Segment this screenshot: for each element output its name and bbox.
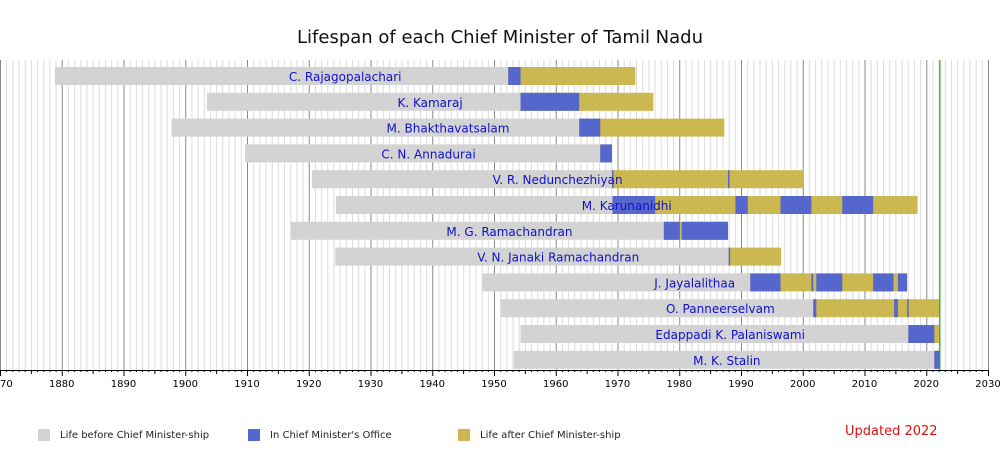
x-axis: 1870 1880 1890 1900 1910 1920 1930 1940 1950 1960…: [0, 370, 1000, 390]
x-tick-label: 1990: [728, 379, 753, 390]
bar-in-office: [579, 118, 601, 137]
bar-after-office: [728, 247, 782, 266]
bar-after-office: [612, 196, 918, 214]
x-tick-label: 1920: [296, 379, 321, 390]
bar-in-office: [894, 299, 898, 318]
bar-in-office: [681, 221, 729, 240]
bar-in-office: [750, 273, 781, 292]
minister-row: Edappadi K. Palaniswami: [520, 325, 940, 343]
minister-row: M. K. Stalin: [513, 350, 940, 369]
minister-row: M. Karunanidhi: [335, 196, 918, 214]
minister-row: C. Rajagopalachari: [54, 67, 636, 85]
x-tick-label: 1960: [543, 379, 568, 390]
minister-row: O. Panneerselvam: [500, 299, 940, 318]
bar-in-office: [728, 170, 730, 189]
x-tick-label: 2010: [852, 379, 877, 390]
x-tick-label: 1970: [605, 379, 630, 390]
minister-row: V. R. Nedunchezhiyan: [311, 170, 804, 189]
bar-in-office: [908, 325, 935, 343]
legend-swatch-before: [38, 429, 50, 441]
x-tick-label: 1880: [49, 379, 74, 390]
bar-before-office: [335, 196, 613, 214]
x-tick-label: 1940: [420, 379, 445, 390]
bar-in-office: [663, 221, 680, 240]
minister-row: C. N. Annadurai: [245, 144, 612, 163]
bars-group: C. Rajagopalachari K. Kamaraj M. Bhakthava…: [54, 60, 941, 370]
minister-row: V. N. Janaki Ramachandran: [335, 247, 782, 266]
minister-name: M. G. Ramachandran: [446, 225, 572, 239]
bar-before-office: [171, 118, 580, 137]
bar-before-office: [206, 92, 521, 111]
bar-after-office: [813, 299, 940, 318]
minister-row: M. G. Ramachandran: [290, 221, 729, 240]
x-tick-label: 1870: [0, 379, 13, 390]
minister-name: C. N. Annadurai: [381, 147, 475, 161]
bar-in-office: [842, 196, 874, 214]
bar-after-office: [508, 67, 636, 85]
bar-in-office: [897, 273, 908, 292]
bar-before-office: [482, 273, 751, 292]
x-tick-label: 2000: [790, 379, 815, 390]
x-tick-label: 1890: [111, 379, 136, 390]
legend-label-office: In Chief Minister's Office: [270, 429, 392, 441]
x-tick-label: 1980: [667, 379, 692, 390]
legend-item-before: Life before Chief Minister-ship: [38, 428, 209, 442]
minister-name: C. Rajagopalachari: [289, 70, 402, 84]
x-tick-label: 1930: [358, 379, 383, 390]
x-tick-label: 2020: [914, 379, 939, 390]
bar-before-office: [311, 170, 612, 189]
legend-swatch-office: [248, 429, 260, 441]
legend-item-after: Life after Chief Minister-ship: [458, 428, 621, 442]
x-tick-label: 1950: [481, 379, 506, 390]
bar-in-office: [612, 196, 656, 214]
minister-name: M. Karunanidhi: [582, 199, 672, 213]
minister-name: Edappadi K. Palaniswami: [655, 328, 805, 342]
bar-before-office: [513, 350, 935, 369]
bar-before-office: [520, 325, 909, 343]
bar-in-office: [873, 273, 894, 292]
minister-name: O. Panneerselvam: [666, 302, 775, 316]
bar-before-office: [245, 144, 601, 163]
minister-name: V. N. Janaki Ramachandran: [477, 251, 639, 265]
minister-row: M. Bhakthavatsalam: [171, 118, 725, 137]
legend-label-before: Life before Chief Minister-ship: [60, 429, 210, 441]
chart-title: Lifespan of each Chief Minister of Tamil…: [297, 27, 703, 48]
bar-in-office: [811, 273, 814, 292]
bar-before-office: [335, 247, 729, 266]
bar-in-office: [813, 299, 817, 318]
updated-note: Updated 2022: [845, 424, 938, 439]
minister-name: K. Kamaraj: [397, 96, 462, 110]
bar-before-office: [500, 299, 814, 318]
legend-item-office: In Chief Minister's Office: [248, 428, 392, 442]
bar-in-office: [520, 92, 580, 111]
minister-name: M. K. Stalin: [693, 354, 760, 368]
bar-in-office: [611, 170, 614, 189]
legend-label-after: Life after Chief Minister-ship: [480, 429, 621, 441]
bar-in-office: [728, 247, 731, 266]
bar-in-office: [934, 350, 940, 369]
bar-in-office: [508, 67, 521, 85]
x-tick-label: 2030: [975, 379, 1000, 390]
minister-name: V. R. Nedunchezhiyan: [493, 173, 623, 187]
x-tick-label: 1900: [173, 379, 198, 390]
x-tick-label: 1910: [234, 379, 259, 390]
bar-in-office: [600, 144, 612, 163]
grid-lines: [0, 60, 989, 370]
minister-row: K. Kamaraj: [206, 92, 654, 111]
minister-name: J. Jayalalithaa: [653, 276, 735, 290]
minister-row: J. Jayalalithaa: [482, 273, 908, 292]
bar-in-office: [780, 196, 812, 214]
bar-in-office: [816, 273, 843, 292]
bar-after-office: [611, 170, 804, 189]
bar-before-office: [290, 221, 664, 240]
bar-after-office: [579, 118, 725, 137]
bar-before-office: [54, 67, 509, 85]
minister-name: M. Bhakthavatsalam: [387, 122, 510, 136]
bar-in-office: [735, 196, 748, 214]
bar-in-office: [907, 299, 909, 318]
legend-swatch-after: [458, 429, 470, 441]
